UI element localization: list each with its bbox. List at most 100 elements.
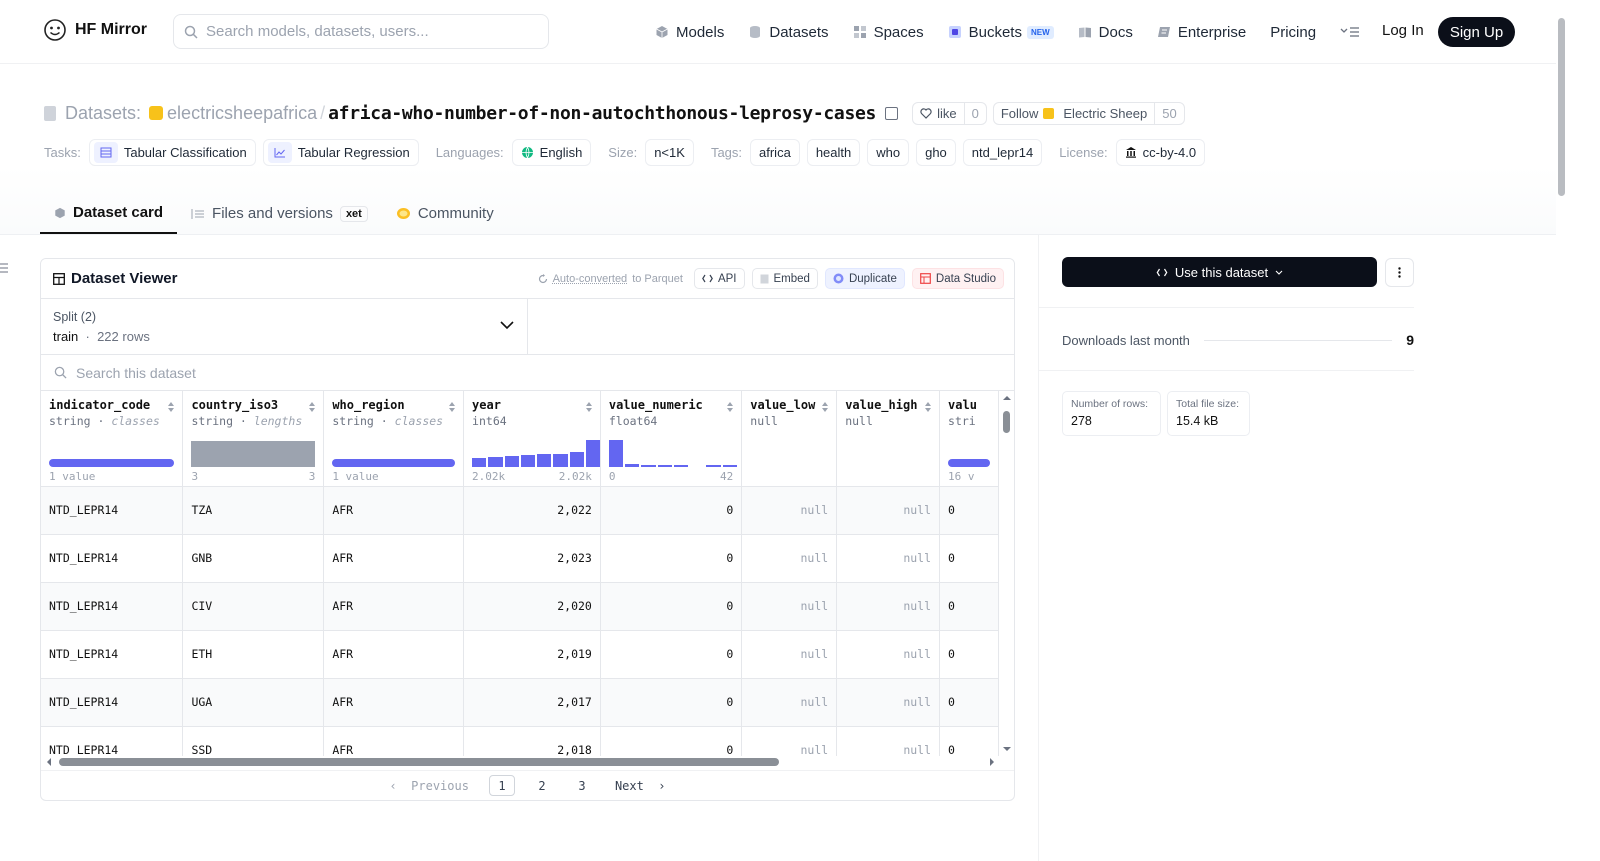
table-vertical-scrollbar[interactable] [999, 391, 1014, 756]
table-cell[interactable]: 0 [600, 534, 743, 583]
nav-datasets[interactable]: Datasets [748, 17, 829, 47]
like-button[interactable]: like 0 [912, 101, 987, 125]
tag-size[interactable]: n<1K [645, 138, 694, 166]
nav-buckets[interactable]: Buckets NEW [948, 17, 1054, 47]
table-cell[interactable]: 2,019 [463, 630, 601, 679]
table-cell[interactable]: TZA [182, 486, 325, 535]
tag-africa[interactable]: africa [750, 138, 800, 166]
follow-button[interactable]: Follow Electric Sheep 50 [992, 101, 1185, 125]
table-cell[interactable]: null [741, 582, 838, 631]
api-button[interactable]: API [693, 268, 745, 289]
next-page-button[interactable]: Next › [614, 778, 666, 793]
column-header[interactable]: who_region string · classes 1 value [323, 391, 465, 487]
histogram-bar[interactable] [722, 465, 737, 467]
table-cell[interactable]: 2,017 [463, 678, 601, 727]
tag-tabular-regression[interactable]: Tabular Regression [262, 138, 419, 166]
column-header[interactable]: value_low null [741, 391, 838, 487]
page-3-button[interactable]: 3 [578, 778, 586, 793]
histogram-bar[interactable] [625, 464, 640, 467]
signup-button[interactable]: Sign Up [1438, 17, 1515, 47]
histogram-bar[interactable] [504, 455, 519, 467]
sort-icon[interactable] [448, 401, 456, 413]
table-cell[interactable]: GNB [182, 534, 325, 583]
column-header[interactable]: indicator_code string · classes 1 value [41, 391, 184, 487]
sidebar-toggle-icon[interactable] [0, 262, 8, 274]
table-cell[interactable]: 2,020 [463, 582, 601, 631]
nav-more-menu[interactable] [1340, 17, 1360, 47]
nav-pricing[interactable]: Pricing [1270, 17, 1316, 47]
column-header[interactable]: value_high null [836, 391, 941, 487]
tag-language-english[interactable]: English [511, 138, 592, 166]
table-cell[interactable]: NTD_LEPR14 [41, 486, 184, 535]
tag-ntd-lepr14[interactable]: ntd_lepr14 [962, 138, 1043, 166]
histogram-bar[interactable] [673, 465, 689, 467]
nav-docs[interactable]: Docs [1078, 17, 1133, 47]
tab-community[interactable]: Community [382, 193, 508, 234]
table-cell[interactable]: AFR [323, 582, 465, 631]
column-header[interactable]: valu stri 16 v [939, 391, 999, 487]
length-bar[interactable] [191, 440, 316, 467]
auto-converted-link[interactable]: Auto-converted [552, 272, 628, 285]
histogram-bar[interactable] [488, 457, 503, 467]
table-cell[interactable]: null [836, 726, 941, 756]
horizontal-scroll-thumb[interactable] [59, 758, 779, 766]
vertical-scroll-thumb[interactable] [1003, 411, 1010, 433]
table-cell[interactable]: 0 [600, 630, 743, 679]
table-cell[interactable]: NTD_LEPR14 [41, 582, 184, 631]
table-cell[interactable]: NTD_LEPR14 [41, 534, 184, 583]
table-cell[interactable]: AFR [323, 486, 465, 535]
sort-icon[interactable] [821, 401, 829, 413]
table-cell[interactable]: ETH [182, 630, 325, 679]
dataset-search-input[interactable] [76, 364, 476, 381]
histogram-bar[interactable] [553, 453, 568, 467]
page-scroll-thumb[interactable] [1558, 18, 1565, 196]
tag-who[interactable]: who [867, 138, 910, 166]
table-cell[interactable]: 0 [939, 534, 999, 583]
page-scrollbar[interactable] [1556, 0, 1568, 861]
histogram-bar[interactable] [585, 439, 601, 467]
table-cell[interactable]: null [836, 630, 941, 679]
histogram-bar[interactable] [520, 455, 536, 467]
table-row[interactable]: NTD_LEPR14 ETH AFR 2,019 0 null null 0 [41, 630, 999, 679]
tag-license[interactable]: cc-by-4.0 [1115, 138, 1206, 166]
table-cell[interactable]: null [741, 534, 838, 583]
nav-models[interactable]: Models [655, 17, 724, 47]
column-header[interactable]: value_numeric float64 0 42 [600, 391, 743, 487]
table-cell[interactable]: NTD_LEPR14 [41, 630, 184, 679]
histogram-bar[interactable] [706, 465, 721, 467]
table-cell[interactable]: null [741, 486, 838, 535]
duplicate-button[interactable]: Duplicate [824, 268, 905, 289]
table-row[interactable]: NTD_LEPR14 GNB AFR 2,023 0 null null 0 [41, 534, 999, 583]
page-2-button[interactable]: 2 [538, 778, 546, 793]
global-search[interactable] [173, 14, 549, 49]
histogram-bar[interactable] [641, 465, 656, 467]
class-bar[interactable] [948, 458, 990, 467]
table-cell[interactable]: null [741, 678, 838, 727]
table-cell[interactable]: 0 [600, 726, 743, 756]
table-row[interactable]: NTD_LEPR14 CIV AFR 2,020 0 null null 0 [41, 582, 999, 631]
brand-logo[interactable]: HF Mirror [43, 18, 147, 42]
column-header[interactable]: country_iso3 string · lengths 3 3 [182, 391, 325, 487]
histogram-bar[interactable] [657, 465, 672, 467]
table-cell[interactable]: 0 [600, 582, 743, 631]
table-cell[interactable]: NTD_LEPR14 [41, 678, 184, 727]
table-cell[interactable]: 2,022 [463, 486, 601, 535]
class-bar[interactable] [49, 458, 175, 467]
copy-icon[interactable] [885, 106, 899, 120]
histogram-bar[interactable] [569, 451, 584, 467]
sort-icon[interactable] [726, 401, 734, 413]
tab-files-and-versions[interactable]: Files and versions xet [177, 193, 382, 234]
dataset-search[interactable] [41, 355, 1014, 391]
histogram-bar[interactable] [537, 454, 552, 467]
org-link[interactable]: electricsheepafrica [167, 102, 318, 123]
global-search-input[interactable] [206, 23, 526, 40]
table-cell[interactable]: NTD_LEPR14 [41, 726, 184, 756]
table-cell[interactable]: 0 [939, 678, 999, 727]
tag-tabular-classification[interactable]: Tabular Classification [88, 138, 256, 166]
tab-dataset-card[interactable]: Dataset card [40, 193, 178, 234]
embed-button[interactable]: Embed [751, 268, 818, 289]
table-cell[interactable]: null [836, 678, 941, 727]
previous-page-button[interactable]: ‹ Previous [389, 778, 469, 793]
table-cell[interactable]: SSD [182, 726, 325, 756]
table-cell[interactable]: AFR [323, 630, 465, 679]
